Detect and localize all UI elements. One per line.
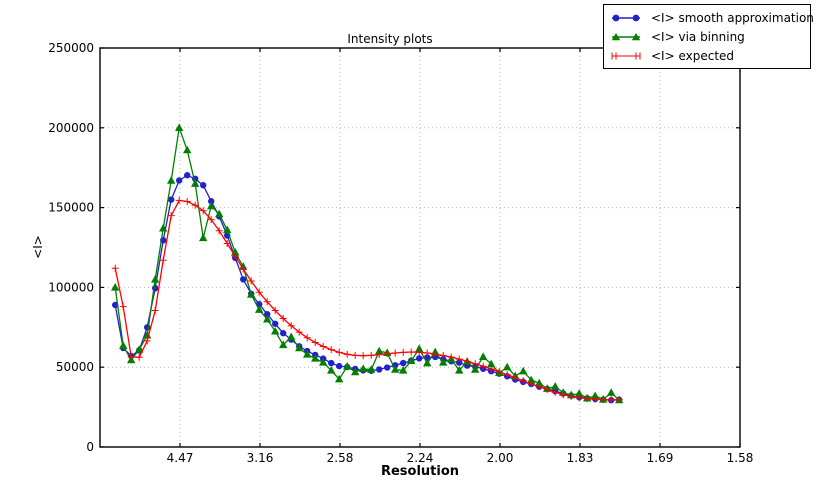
legend-label: <I> smooth approximation <box>651 10 814 25</box>
tick-marks <box>100 47 741 448</box>
series-2 <box>111 196 623 404</box>
x-tick-label: 4.47 <box>167 451 194 465</box>
x-tick-label: 1.83 <box>567 451 594 465</box>
legend: <I> smooth approximation <I> via binning… <box>603 4 814 69</box>
x-tick-label: 1.69 <box>647 451 674 465</box>
y-tick-labels: 0 50000 100000 150000 200000 250000 <box>48 41 94 454</box>
x-tick-label: 2.58 <box>327 451 354 465</box>
y-tick-label: 150000 <box>48 201 94 215</box>
legend-item-via-binning: <I> via binning <box>609 27 805 46</box>
series-1-line <box>114 127 620 401</box>
plus-line-marker-icon <box>611 52 641 59</box>
y-tick-label: 200000 <box>48 121 94 135</box>
y-axis-label: <I> <box>31 235 45 259</box>
triangle-line-marker-icon <box>611 32 641 40</box>
series-1 <box>111 123 624 404</box>
legend-item-expected: <I> expected <box>609 46 805 65</box>
series-1-markers <box>111 123 624 404</box>
legend-label: <I> expected <box>651 48 735 63</box>
circle-line-marker-icon <box>612 14 640 21</box>
gridlines <box>100 47 741 448</box>
y-tick-label: 50000 <box>56 360 94 374</box>
series-0-line <box>114 174 620 401</box>
y-tick-label: 250000 <box>48 41 94 55</box>
plot-border <box>99 47 741 448</box>
x-tick-label: 3.16 <box>247 451 274 465</box>
series-2-markers <box>111 196 623 404</box>
legend-item-smooth-approximation: <I> smooth approximation <box>609 8 814 27</box>
x-tick-labels: 4.47 3.16 2.58 2.24 2.00 1.83 1.69 1.58 <box>167 451 754 465</box>
x-axis-label: Resolution <box>380 464 460 479</box>
y-tick-label: 100000 <box>48 280 94 294</box>
y-tick-label: 0 <box>86 440 94 454</box>
x-tick-label: 1.58 <box>727 451 754 465</box>
x-tick-label: 2.00 <box>487 451 514 465</box>
series-2-line <box>114 199 620 401</box>
chart-title: Intensity plots <box>347 32 433 46</box>
x-tick-label: 2.24 <box>407 451 434 465</box>
legend-label: <I> via binning <box>651 29 745 44</box>
